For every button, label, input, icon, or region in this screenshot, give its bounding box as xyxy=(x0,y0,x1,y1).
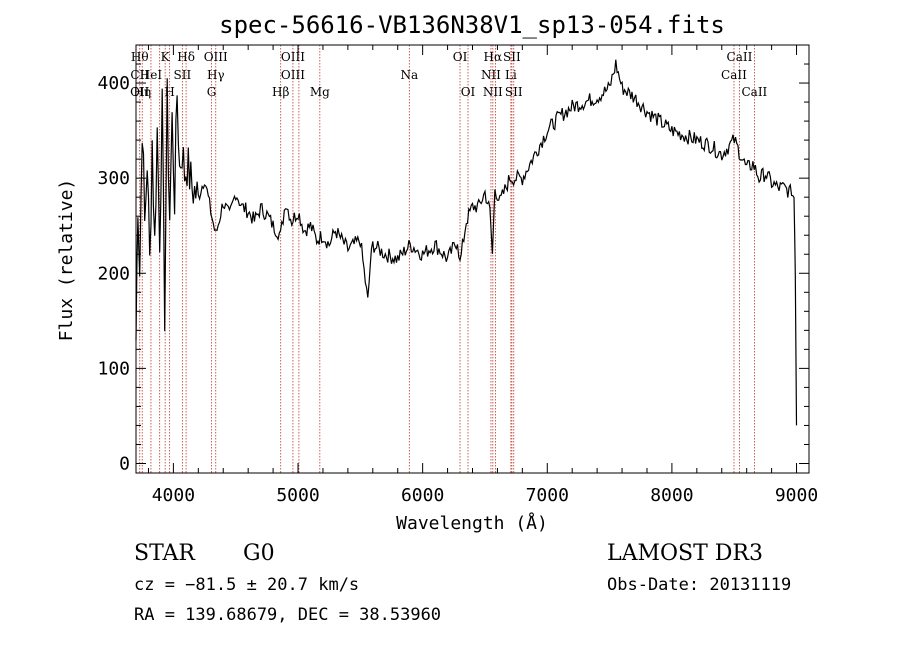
redshift-value: cz = −81.5 ± 20.7 km/s xyxy=(134,575,359,595)
y-tick-label: 300 xyxy=(97,168,130,189)
line-label: Hα xyxy=(484,50,503,64)
line-label: OI xyxy=(453,50,468,64)
line-label: OIII xyxy=(281,50,305,64)
line-label: NII xyxy=(483,85,503,99)
x-tick-label: 6000 xyxy=(401,485,444,506)
y-tick-label: 100 xyxy=(97,358,130,379)
x-tick-label: 5000 xyxy=(276,485,319,506)
line-label: CaII xyxy=(727,50,753,64)
line-label: Hθ xyxy=(131,50,149,64)
line-label: OII xyxy=(130,85,150,99)
spectral-subclass: G0 xyxy=(243,541,275,566)
line-label: OIII xyxy=(281,68,305,82)
x-tick-label: 7000 xyxy=(526,485,569,506)
line-label: Hγ xyxy=(207,68,225,82)
line-label: Li xyxy=(505,68,517,82)
line-label: SII xyxy=(505,85,523,99)
survey-label: LAMOST DR3 xyxy=(607,541,763,566)
object-class: STAR xyxy=(134,541,196,566)
line-label: CaII xyxy=(721,68,747,82)
y-axis-ticks: 0 100 200 300 400 xyxy=(97,63,809,474)
line-label: CaII xyxy=(741,85,767,99)
x-axis-label: Wavelength (Å) xyxy=(396,512,548,534)
line-label: H xyxy=(164,85,174,99)
x-tick-label: 8000 xyxy=(650,485,693,506)
line-label: G xyxy=(207,85,217,99)
line-label: Hη xyxy=(133,85,151,99)
chart-title: spec-56616-VB136N38V1_sp13-054.fits xyxy=(219,11,725,39)
coordinates: RA = 139.68679, DEC = 38.53960 xyxy=(134,605,441,625)
x-axis-ticks: 4000 5000 6000 7000 8000 9000 xyxy=(147,45,818,506)
line-label: Hβ xyxy=(272,85,289,99)
spectral-line-labels: HθCIIOIIHηHeIKHSIIHδGOIIIHγHβOIIIOIIIMgN… xyxy=(130,50,767,99)
line-label: K xyxy=(161,50,171,64)
line-label: CII xyxy=(130,68,149,82)
x-tick-label: 9000 xyxy=(775,485,818,506)
y-tick-label: 400 xyxy=(97,73,130,94)
line-label: NII xyxy=(481,68,501,82)
line-label: OIII xyxy=(204,50,228,64)
y-tick-label: 0 xyxy=(119,453,130,474)
x-tick-label: 4000 xyxy=(152,485,195,506)
line-label: HeI xyxy=(140,68,163,82)
line-label: SII xyxy=(174,68,192,82)
line-label: Mg xyxy=(310,85,330,99)
line-label: Na xyxy=(400,68,418,82)
line-label: SII xyxy=(503,50,521,64)
obs-date: Obs-Date: 20131119 xyxy=(607,575,791,595)
spectrum-series-line xyxy=(135,59,798,426)
line-label: Hδ xyxy=(177,50,195,64)
y-axis-label: Flux (relative) xyxy=(56,179,77,342)
plot-frame xyxy=(135,44,810,474)
y-tick-label: 200 xyxy=(97,263,130,284)
line-label: OI xyxy=(461,85,476,99)
